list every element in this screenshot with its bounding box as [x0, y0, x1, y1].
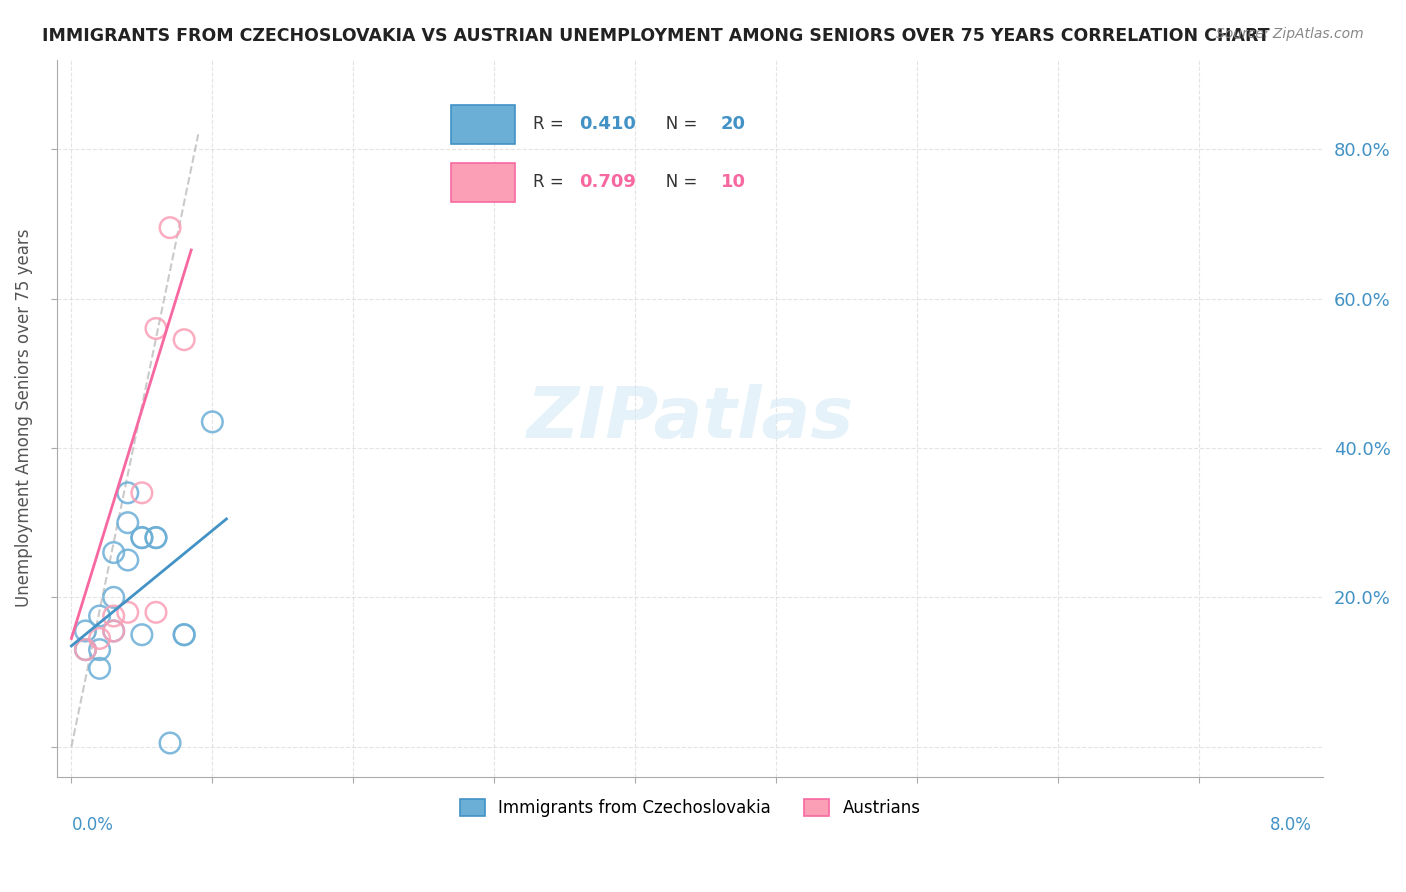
Point — [75, 642, 97, 657]
Point — [117, 516, 139, 530]
Point — [75, 642, 97, 657]
Point — [131, 531, 153, 545]
Point — [89, 609, 111, 624]
Text: 0.0%: 0.0% — [72, 816, 114, 834]
Point — [131, 485, 153, 500]
Point — [173, 628, 195, 642]
Point — [103, 624, 125, 638]
Point — [117, 485, 139, 500]
Point — [145, 605, 167, 619]
Point — [145, 531, 167, 545]
Point — [117, 553, 139, 567]
Point — [89, 661, 111, 675]
Point — [131, 628, 153, 642]
Point — [89, 632, 111, 646]
Text: 8.0%: 8.0% — [1270, 816, 1312, 834]
Point — [117, 605, 139, 619]
Point — [131, 531, 153, 545]
Point — [103, 609, 125, 624]
Point — [159, 736, 181, 750]
Point — [159, 220, 181, 235]
Legend: Immigrants from Czechoslovakia, Austrians: Immigrants from Czechoslovakia, Austrian… — [451, 791, 929, 826]
Text: ZIPatlas: ZIPatlas — [526, 384, 853, 452]
Point — [75, 624, 97, 638]
Text: IMMIGRANTS FROM CZECHOSLOVAKIA VS AUSTRIAN UNEMPLOYMENT AMONG SENIORS OVER 75 YE: IMMIGRANTS FROM CZECHOSLOVAKIA VS AUSTRI… — [42, 27, 1270, 45]
Point — [145, 321, 167, 335]
Point — [173, 333, 195, 347]
Point — [201, 415, 224, 429]
Text: Source: ZipAtlas.com: Source: ZipAtlas.com — [1216, 27, 1364, 41]
Point — [145, 531, 167, 545]
Point — [173, 628, 195, 642]
Point — [89, 642, 111, 657]
Point — [103, 624, 125, 638]
Point — [103, 545, 125, 559]
Y-axis label: Unemployment Among Seniors over 75 years: Unemployment Among Seniors over 75 years — [15, 229, 32, 607]
Point — [103, 591, 125, 605]
